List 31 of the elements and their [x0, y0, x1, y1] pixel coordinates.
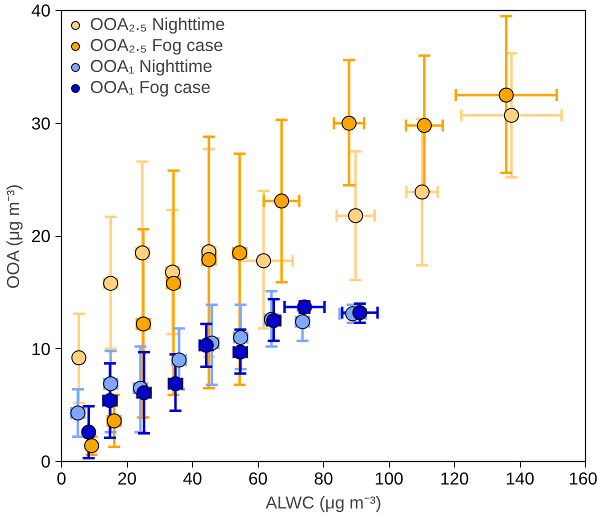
point: [352, 305, 368, 320]
y-tick-label: 20: [31, 226, 51, 246]
x-tick-label: 80: [314, 468, 334, 488]
x-tick-label: 100: [374, 468, 404, 488]
x-tick-label: 0: [56, 468, 66, 488]
legend-label: OOA₁ Fog case: [90, 77, 210, 98]
legend-label: OOA₁ Nighttime: [90, 56, 212, 77]
point: [71, 350, 86, 366]
y-tick-label: 30: [31, 113, 51, 134]
point: [342, 116, 357, 131]
point: [84, 438, 100, 454]
legend-label: OOA₂.₅ Fog case: [90, 35, 224, 56]
x-tick-label: 40: [182, 468, 202, 488]
x-tick-label: 120: [440, 468, 469, 488]
y-tick-label: 40: [31, 0, 51, 20]
y-axis-title: OOA (μg m⁻³): [3, 184, 24, 289]
point: [256, 253, 272, 268]
y-tick-label: 10: [31, 338, 51, 359]
point: [504, 108, 519, 123]
x-tick-label: 160: [568, 468, 597, 488]
x-tick-label: 60: [248, 468, 268, 488]
point: [416, 118, 432, 133]
x-tick-label: 140: [506, 468, 534, 488]
legend-label: OOA₂.₅ Nighttime: [90, 14, 226, 35]
x-axis-title: ALWC (μg m⁻³): [266, 492, 382, 512]
point: [274, 194, 290, 209]
point: [348, 208, 364, 224]
point: [498, 88, 514, 103]
x-tick-label: 20: [117, 468, 137, 488]
point: [414, 184, 430, 200]
y-tick-label: 0: [40, 452, 51, 472]
